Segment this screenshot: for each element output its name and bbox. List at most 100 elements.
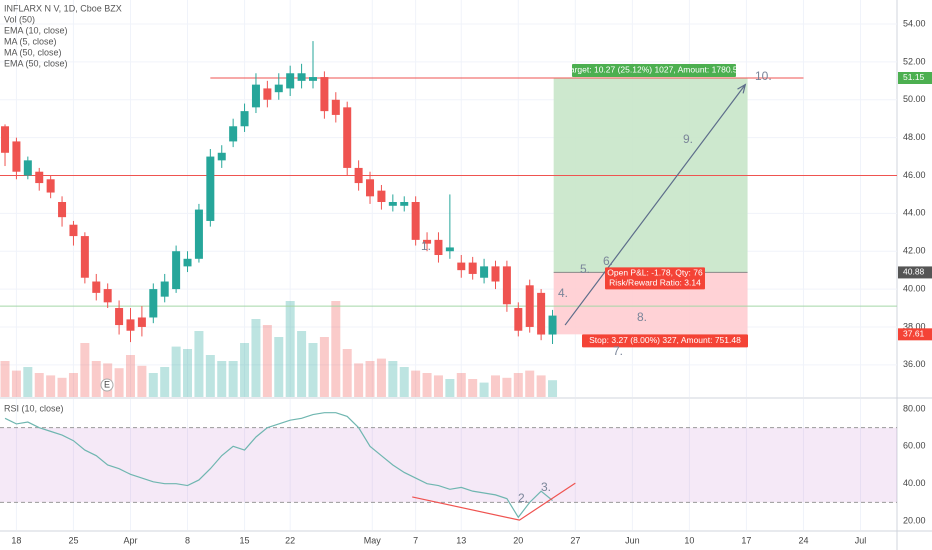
x-tick-label: 7 — [413, 535, 418, 545]
rsi-tick-label: 80.00 — [903, 403, 926, 413]
volume-bar — [342, 349, 352, 397]
ratio-text: Risk/Reward Ratio: 3.14 — [609, 278, 701, 288]
y-tick-label: 40.00 — [903, 283, 926, 293]
volume-bar — [513, 373, 523, 397]
candle-body — [217, 152, 226, 161]
candle-body — [445, 247, 454, 252]
volume-bar — [171, 346, 181, 397]
volume-bar — [274, 337, 284, 397]
candle-body — [1, 126, 10, 153]
candle-body — [297, 73, 306, 81]
volume-bar — [319, 337, 329, 397]
volume-bar — [68, 373, 78, 397]
volume-bar — [240, 343, 250, 397]
candle-body — [274, 84, 283, 93]
y-tick-label: 44.00 — [903, 208, 926, 218]
candle-body — [126, 319, 135, 331]
candle-body — [115, 308, 124, 326]
stop-box — [582, 334, 748, 348]
volume-bar — [285, 301, 295, 397]
candle-body — [46, 179, 55, 193]
candle-body — [400, 202, 409, 206]
volume-bar — [354, 363, 364, 397]
volume-bar — [479, 382, 489, 397]
price-label-box — [898, 266, 932, 279]
candle-body — [286, 73, 295, 89]
stop-text: Stop: 3.27 (8.00%) 327, Amount: 751.48 — [589, 335, 741, 345]
indicator-legend: EMA (50, close) — [4, 58, 68, 68]
candle-body — [194, 209, 203, 259]
target-box — [572, 63, 736, 77]
volume-bar — [23, 367, 33, 397]
y-tick-label: 46.00 — [903, 170, 926, 180]
x-tick-label: May — [364, 535, 382, 545]
candle-body — [388, 202, 397, 206]
arrow-line — [564, 84, 746, 326]
x-tick-label: 17 — [741, 535, 751, 545]
volume-bar — [91, 361, 101, 397]
x-tick-label: 20 — [513, 535, 523, 545]
rsi-tick-label: 20.00 — [903, 515, 926, 525]
candle-body — [229, 126, 238, 142]
volume-bar — [251, 319, 261, 397]
x-tick-label: 15 — [240, 535, 250, 545]
volume-bar — [217, 361, 227, 397]
y-tick-label: 38.00 — [903, 321, 926, 331]
x-tick-label: 24 — [798, 535, 808, 545]
volume-bar — [160, 367, 170, 397]
candle-body — [80, 236, 89, 278]
x-tick-label: 22 — [285, 535, 295, 545]
price-label-box — [898, 71, 932, 84]
y-tick-label: 50.00 — [903, 94, 926, 104]
candle-body — [160, 281, 169, 297]
note-label: 10. — [755, 69, 772, 83]
candle-body — [172, 251, 181, 290]
note-label: 6. — [603, 254, 613, 268]
note-label: 9. — [683, 132, 693, 146]
indicator-legend: Vol (50) — [4, 14, 35, 24]
volume-bar — [57, 377, 67, 397]
candle-body — [480, 266, 489, 278]
candle-body — [491, 266, 500, 282]
candle-body — [23, 160, 32, 176]
candle-body — [240, 111, 249, 127]
candle-body — [58, 202, 67, 218]
candle-body — [423, 239, 432, 244]
price-label: 51.15 — [903, 72, 925, 82]
volume-bar — [205, 355, 215, 397]
candle-body — [263, 88, 272, 100]
candle-body — [206, 156, 215, 221]
candle-body — [525, 285, 534, 327]
volume-bar — [433, 375, 443, 397]
note-label: 8. — [637, 310, 647, 324]
candle-body — [103, 289, 112, 303]
candle-body — [251, 84, 260, 108]
volume-bar — [0, 361, 10, 397]
pnl-box — [605, 267, 705, 290]
volume-bar — [183, 349, 193, 397]
volume-bar — [445, 379, 455, 397]
volume-bar — [46, 375, 56, 397]
x-tick-label: Apr — [123, 535, 137, 545]
rsi-trendline — [412, 482, 576, 521]
volume-bar — [548, 380, 558, 397]
volume-bar — [148, 373, 158, 397]
candle-body — [537, 292, 546, 335]
event-marker — [100, 378, 114, 392]
rsi-band — [0, 427, 897, 503]
indicator-legend: EMA (10, close) — [4, 25, 68, 35]
candle-body — [183, 258, 192, 267]
candle-body — [548, 315, 557, 335]
volume-bar — [297, 331, 307, 397]
arrow-head — [737, 83, 747, 94]
candle-body — [343, 107, 352, 168]
y-tick-label: 42.00 — [903, 246, 926, 256]
rsi-line — [4, 412, 553, 519]
note-label: 3. — [541, 480, 551, 494]
candle-body — [69, 224, 78, 237]
indicator-legend: MA (50, close) — [4, 47, 62, 57]
candle-body — [308, 77, 317, 81]
x-tick-label: 27 — [570, 535, 580, 545]
